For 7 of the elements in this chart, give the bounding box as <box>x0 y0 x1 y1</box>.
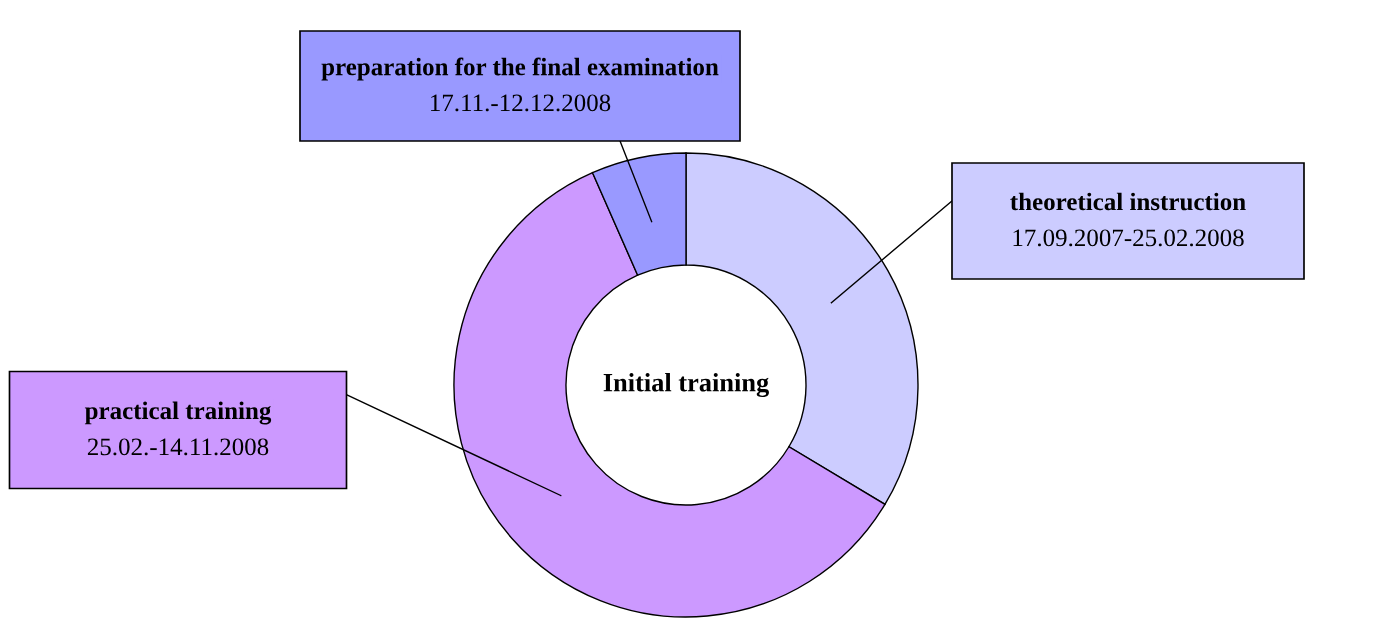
text: 17.11.-12.12.2008 <box>431 94 611 112</box>
text: 17.09.2007-25.02.2008 <box>1013 229 1244 247</box>
slice-label: practical training <box>84 401 272 425</box>
text: 25.02.-14.11.2008 <box>87 438 269 456</box>
slice-label: preparation for the final examination <box>321 57 719 81</box>
slice-label: theoretical instruction <box>1010 192 1246 211</box>
text: Initial training <box>603 372 769 398</box>
